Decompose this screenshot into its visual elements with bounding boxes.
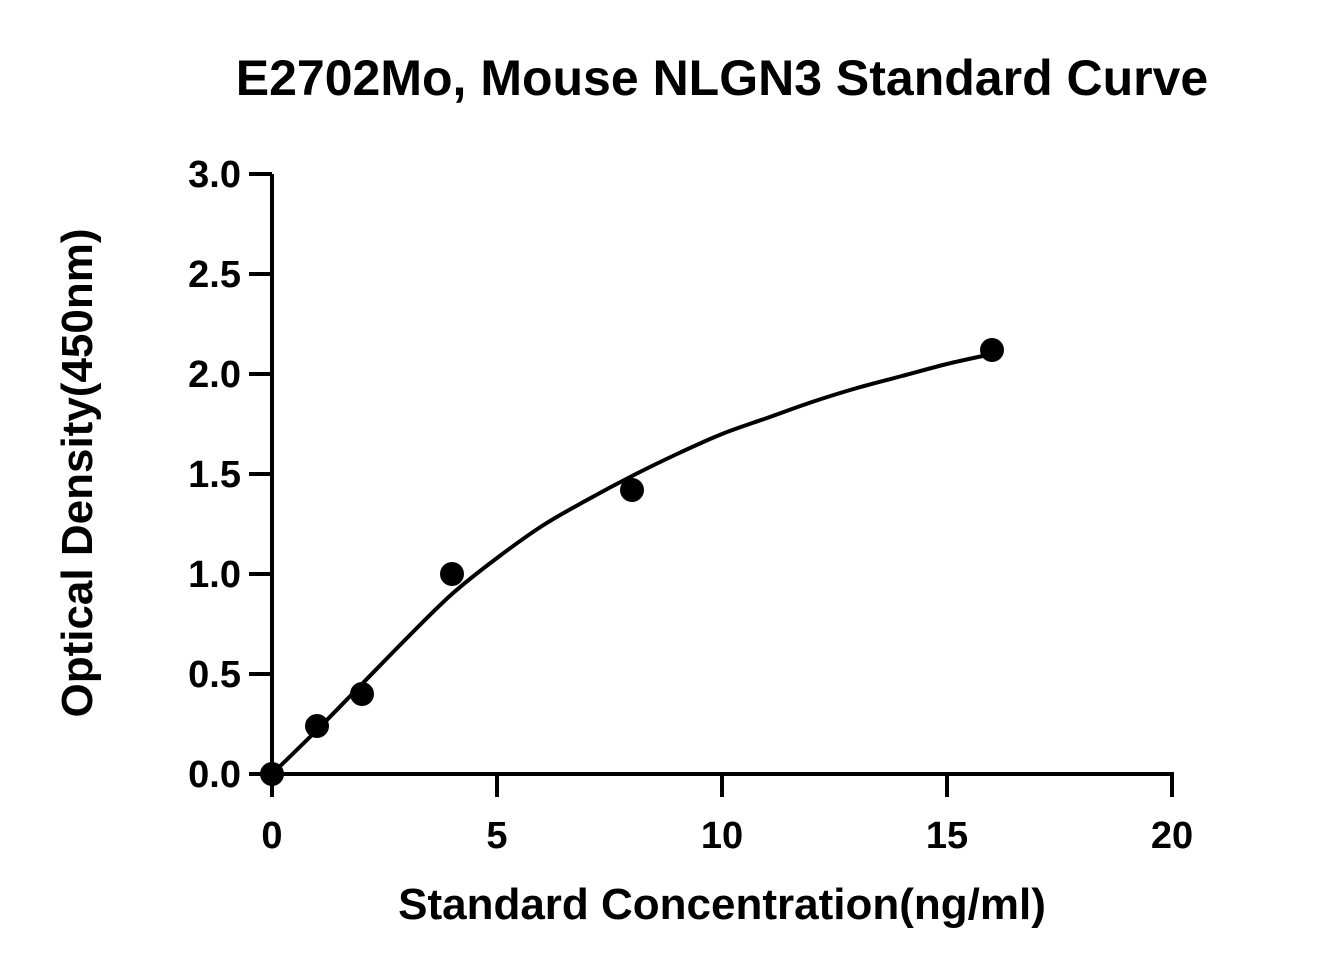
chart-title: E2702Mo, Mouse NLGN3 Standard Curve (236, 50, 1208, 106)
fit-curve (270, 352, 993, 776)
x-tick-label: 5 (486, 815, 507, 857)
data-point (980, 338, 1004, 362)
data-points (260, 338, 1004, 786)
y-tick-label: 1.5 (188, 454, 241, 496)
y-tick-label: 0.5 (188, 654, 241, 696)
data-point (440, 562, 464, 586)
y-tick-label: 2.5 (188, 254, 241, 296)
x-axis-title: Standard Concentration(ng/ml) (398, 880, 1046, 929)
y-tick-label: 1.0 (188, 554, 241, 596)
x-tick-label: 20 (1151, 815, 1193, 857)
y-axis-ticks: 0.0 0.5 1.0 1.5 2.0 2.5 3.0 (188, 154, 272, 796)
x-axis-ticks: 0 5 10 15 20 (261, 774, 1193, 857)
y-tick-label: 2.0 (188, 354, 241, 396)
x-tick-label: 15 (926, 815, 968, 857)
x-tick-label: 0 (261, 815, 282, 857)
x-tick-label: 10 (701, 815, 743, 857)
y-tick-label: 3.0 (188, 154, 241, 196)
data-point (620, 478, 644, 502)
data-point (305, 714, 329, 738)
data-point (350, 682, 374, 706)
data-point (260, 762, 284, 786)
y-axis-title: Optical Density(450nm) (53, 228, 102, 717)
y-tick-label: 0.0 (188, 754, 241, 796)
